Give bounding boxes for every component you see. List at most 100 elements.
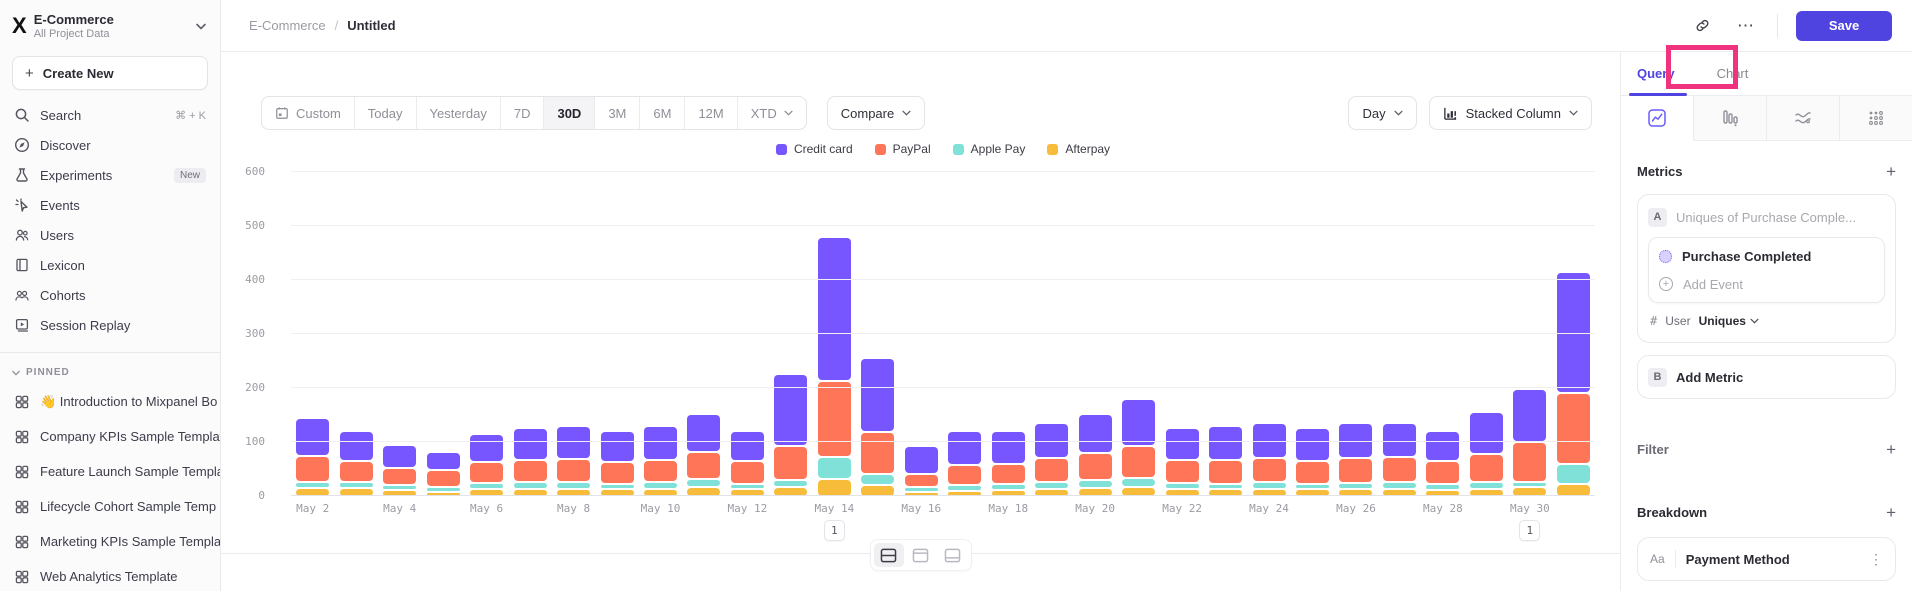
pinned-item-marketing-kpis[interactable]: Marketing KPIs Sample Templat xyxy=(0,524,220,559)
pinned-item-feature-launch[interactable]: Feature Launch Sample Templa xyxy=(0,454,220,489)
bar-segment[interactable] xyxy=(1165,429,1199,459)
sidebar-item-users[interactable]: Users xyxy=(0,220,220,250)
bar-segment[interactable] xyxy=(557,483,591,488)
annotation-badge[interactable]: 1 xyxy=(1519,520,1541,541)
layout-bottom-panel-button[interactable] xyxy=(938,543,968,567)
bar-segment[interactable] xyxy=(1209,484,1243,489)
bar-segment[interactable] xyxy=(1339,483,1373,489)
bar-segment[interactable] xyxy=(470,489,504,496)
bar-segment[interactable] xyxy=(1296,429,1330,460)
bar-segment[interactable] xyxy=(1078,454,1112,480)
bar-segment[interactable] xyxy=(513,489,547,496)
sidebar-item-cohorts[interactable]: Cohorts xyxy=(0,280,220,310)
bar-segment[interactable] xyxy=(948,465,982,485)
bar-segment[interactable] xyxy=(1426,485,1460,489)
tab-funnels-report[interactable] xyxy=(1694,96,1767,141)
bar-segment[interactable] xyxy=(1165,490,1199,496)
bar-segment[interactable] xyxy=(1252,483,1286,489)
sidebar-item-discover[interactable]: Discover xyxy=(0,130,220,160)
more-options-button[interactable]: ⋯ xyxy=(1737,15,1755,35)
bar-segment[interactable] xyxy=(339,461,373,482)
bar-segment[interactable] xyxy=(1078,488,1112,496)
granularity-dropdown[interactable]: Day xyxy=(1348,96,1417,130)
bar-segment[interactable] xyxy=(339,488,373,496)
bar-segment[interactable] xyxy=(861,474,895,485)
create-new-button[interactable]: + Create New xyxy=(12,56,208,90)
date-range-today[interactable]: Today xyxy=(353,97,416,129)
bar-segment[interactable] xyxy=(470,483,504,488)
bar-segment[interactable] xyxy=(1296,490,1330,496)
legend-item[interactable]: PayPal xyxy=(874,142,931,156)
aggregation-selector[interactable]: # User Uniques xyxy=(1648,309,1885,333)
bar-segment[interactable] xyxy=(687,480,721,487)
bar-segment[interactable] xyxy=(557,459,591,482)
bar-segment[interactable] xyxy=(1035,423,1069,457)
bar-segment[interactable] xyxy=(296,489,330,496)
tab-flows-report[interactable] xyxy=(1767,96,1840,141)
date-range-custom[interactable]: Custom xyxy=(262,97,354,129)
bar-segment[interactable] xyxy=(1339,423,1373,458)
bar-segment[interactable] xyxy=(1469,490,1503,496)
sidebar-item-session-replay[interactable]: Session Replay xyxy=(0,310,220,340)
bar-segment[interactable] xyxy=(1165,460,1199,482)
sidebar-item-events[interactable]: Events xyxy=(0,190,220,220)
bar-segment[interactable] xyxy=(1165,483,1199,489)
bar-segment[interactable] xyxy=(1426,432,1460,461)
bar-segment[interactable] xyxy=(904,492,938,496)
tab-chart[interactable]: Chart xyxy=(1716,66,1749,81)
bar-segment[interactable] xyxy=(1469,454,1503,482)
tab-retention-report[interactable] xyxy=(1840,96,1912,141)
bar-segment[interactable] xyxy=(1122,447,1156,477)
bar-segment[interactable] xyxy=(1513,389,1547,441)
date-range-6m[interactable]: 6M xyxy=(639,97,684,129)
bar-segment[interactable] xyxy=(426,487,460,491)
bar-segment[interactable] xyxy=(687,415,721,452)
layout-top-panel-button[interactable] xyxy=(906,543,936,567)
bar-segment[interactable] xyxy=(1556,464,1590,483)
bar-segment[interactable] xyxy=(1556,484,1590,496)
bar-segment[interactable] xyxy=(730,461,764,483)
bar-segment[interactable] xyxy=(383,490,417,496)
bar-segment[interactable] xyxy=(948,431,982,464)
date-range-7d[interactable]: 7D xyxy=(499,97,544,129)
breadcrumb-project[interactable]: E-Commerce xyxy=(249,18,326,33)
layout-split-horizontal-button[interactable] xyxy=(873,543,904,567)
bar-segment[interactable] xyxy=(470,463,504,482)
breakdown-card-payment-method[interactable]: Aa Payment Method ⋮ xyxy=(1637,537,1896,581)
bar-segment[interactable] xyxy=(1122,487,1156,496)
bar-segment[interactable] xyxy=(643,427,677,459)
bar-segment[interactable] xyxy=(774,487,808,496)
bar-segment[interactable] xyxy=(1556,394,1590,463)
bar-segment[interactable] xyxy=(948,486,982,490)
bar-segment[interactable] xyxy=(296,482,330,488)
bar-segment[interactable] xyxy=(1382,489,1416,496)
bar-segment[interactable] xyxy=(600,490,634,496)
bar-segment[interactable] xyxy=(383,446,417,467)
bar-segment[interactable] xyxy=(1122,399,1156,446)
bar-segment[interactable] xyxy=(1122,478,1156,486)
bar-segment[interactable] xyxy=(730,484,764,488)
metric-card-b[interactable]: B Add Metric xyxy=(1637,355,1896,399)
bar-segment[interactable] xyxy=(1513,442,1547,482)
bar-segment[interactable] xyxy=(1035,458,1069,481)
bar-segment[interactable] xyxy=(774,446,808,480)
bar-segment[interactable] xyxy=(904,446,938,473)
bar-segment[interactable] xyxy=(557,489,591,496)
bar-segment[interactable] xyxy=(296,457,330,481)
bar-segment[interactable] xyxy=(1339,490,1373,496)
bar-segment[interactable] xyxy=(774,481,808,486)
bar-segment[interactable] xyxy=(426,452,460,470)
bar-segment[interactable] xyxy=(643,483,677,489)
project-switcher[interactable]: X E-Commerce All Project Data xyxy=(0,0,220,50)
date-range-12m[interactable]: 12M xyxy=(684,97,736,129)
add-filter-button[interactable]: + xyxy=(1886,440,1896,459)
bar-segment[interactable] xyxy=(1209,490,1243,496)
bar-segment[interactable] xyxy=(1382,458,1416,481)
sidebar-item-experiments[interactable]: Experiments New xyxy=(0,160,220,190)
bar-segment[interactable] xyxy=(1296,484,1330,489)
date-range-30d[interactable]: 30D xyxy=(543,97,595,129)
bar-segment[interactable] xyxy=(1426,462,1460,484)
bar-segment[interactable] xyxy=(1035,489,1069,496)
bar-segment[interactable] xyxy=(426,471,460,486)
aggregation-value[interactable]: Uniques xyxy=(1699,314,1759,328)
